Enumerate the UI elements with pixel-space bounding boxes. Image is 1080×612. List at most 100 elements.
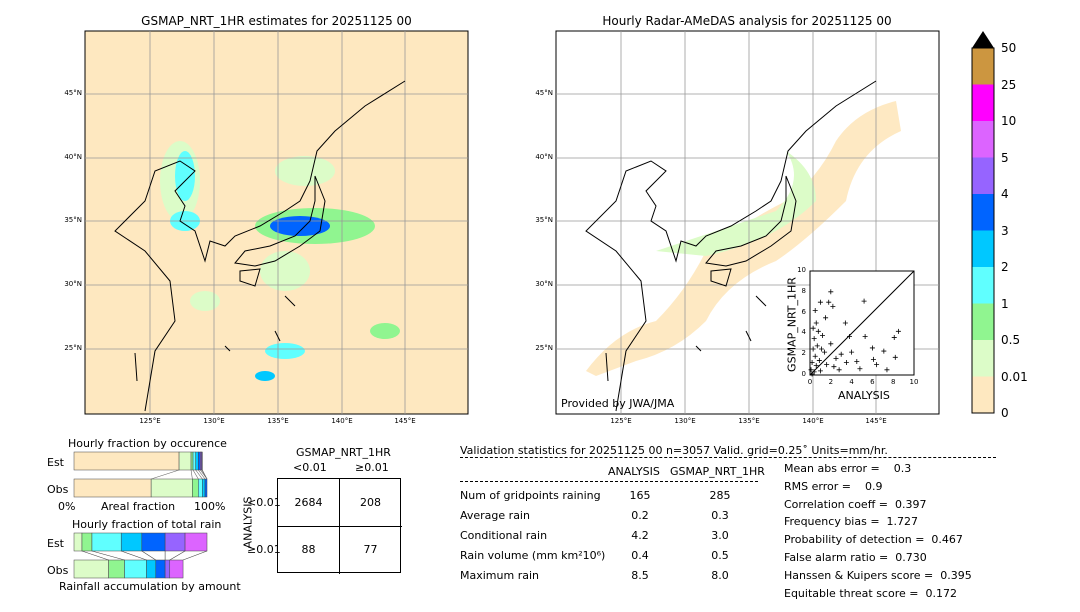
scatter-point: [826, 299, 832, 305]
lat-tick: 40°N: [535, 153, 553, 161]
scatter-point: [828, 289, 834, 295]
lat-tick: 35°N: [64, 216, 82, 224]
lat-tick: 30°N: [64, 280, 82, 288]
rain-est-label: Est: [47, 537, 64, 550]
scatter-point: [811, 336, 817, 342]
rain-est-segment: [184, 532, 208, 552]
stats-row-analysis: 0.4: [631, 549, 649, 562]
stats-row-gsmap: 0.3: [711, 509, 729, 522]
coastline: [585, 80, 877, 412]
colorbar-label: 0.5: [1001, 333, 1021, 347]
stats-row-analysis: 165: [629, 489, 651, 502]
left-map: [84, 30, 469, 415]
stats-divider: [460, 457, 996, 458]
scatter-point: [817, 299, 823, 305]
colorbar-label: 50: [1001, 41, 1017, 55]
scatter-xtick: 6: [870, 378, 875, 386]
lon-tick: 140°E: [331, 417, 353, 425]
scatter-point: [881, 348, 887, 354]
rain-blob: [255, 371, 275, 381]
rain-area-light: [656, 151, 816, 256]
cell-0-0: 2684: [294, 496, 323, 509]
colorbar-label: 25: [1001, 77, 1017, 92]
lon-tick: 130°E: [674, 417, 696, 425]
score-line: Equitable threat score = 0.172: [784, 586, 957, 600]
coastline: [114, 80, 406, 412]
scatter-point: [895, 328, 901, 334]
colorbar-label: 1: [1001, 296, 1009, 311]
lat-tick: 40°N: [64, 153, 82, 161]
left-map-title: GSMAP_NRT_1HR estimates for 20251125 00: [141, 14, 412, 28]
scatter-point: [891, 335, 897, 341]
score-line: False alarm ratio = 0.730: [784, 551, 927, 564]
scatter-ytick: 2: [801, 349, 806, 358]
lat-tick: 35°N: [535, 216, 553, 224]
scatter-xtick: 4: [849, 378, 854, 386]
rain-est-segment: [91, 532, 122, 552]
table-title: GSMAP_NRT_1HR: [296, 446, 391, 459]
stats-row-label: Average rain: [460, 509, 530, 522]
rain-connector: [169, 550, 186, 561]
scatter-ytick: 0: [801, 370, 806, 378]
rain-blob: [265, 343, 305, 359]
colorbar-segment-3: [972, 267, 994, 304]
scatter-point: [861, 298, 867, 304]
table-row-1: ≥0.01: [247, 543, 281, 556]
occ-est-segment: [201, 451, 203, 471]
scatter-point: [809, 360, 815, 366]
occurrence-title: Hourly fraction by occurence: [68, 437, 227, 450]
scatter-ytick: 8: [801, 286, 806, 295]
scatter-point: [817, 368, 823, 374]
scatter-point: [810, 346, 816, 352]
scatter-point: [857, 366, 863, 372]
scatter-point: [812, 353, 818, 359]
colorbar-extend-triangle: [972, 31, 994, 48]
occ-est-segment: [198, 451, 201, 471]
occ-obs-segment: [192, 478, 199, 498]
stats-row-analysis: 4.2: [631, 529, 649, 542]
score-line: Mean abs error = 0.3: [784, 462, 912, 475]
occ-xlabel: Areal fraction: [101, 500, 176, 513]
colorbar-segment-8: [972, 84, 994, 121]
lon-tick: 135°E: [267, 417, 289, 425]
score-line: Frequency bias = 1.727: [784, 515, 919, 529]
stats-col-divider: [460, 481, 758, 482]
occ-obs-segment: [150, 478, 193, 498]
scatter-point: [842, 320, 848, 326]
occ-xtick-0: 0%: [58, 500, 76, 513]
occ-connector: [151, 469, 180, 480]
table-col-1: ≥0.01: [355, 461, 389, 474]
scatter-point: [847, 334, 853, 340]
scatter-point: [824, 362, 830, 368]
rain-connector: [81, 550, 109, 561]
stats-row-label: Num of gridpoints raining: [460, 489, 601, 502]
lon-tick: 145°E: [865, 417, 887, 425]
colorbar-segment-9: [972, 48, 994, 85]
scatter-point: [808, 367, 814, 373]
scatter-point: [819, 332, 825, 338]
scatter-point: [823, 315, 829, 321]
stats-row-gsmap: 0.5: [711, 549, 729, 562]
scatter-point: [811, 369, 817, 375]
colorbar-label: 5: [1001, 150, 1009, 165]
table-row-0: <0.01: [247, 496, 281, 509]
occ-obs-segment: [202, 478, 206, 498]
scatter-point: [869, 345, 875, 351]
colorbar-label: 0.01: [1001, 369, 1028, 384]
contingency-table: 2684 208 88 77: [277, 478, 402, 574]
scatter-point: [838, 351, 844, 357]
scatter-point: [815, 328, 821, 334]
occ-connector: [192, 469, 199, 480]
rain-blob: [275, 156, 335, 186]
cell-1-1: 77: [363, 543, 378, 556]
rain-obs-segment: [124, 559, 147, 579]
stats-row-gsmap: 3.0: [711, 529, 729, 542]
occ-obs-segment: [73, 478, 152, 498]
colorbar-label: 3: [1001, 223, 1009, 238]
occ-connector: [195, 469, 203, 480]
score-line: RMS error = 0.9: [784, 479, 883, 493]
lon-tick: 135°E: [738, 417, 760, 425]
scatter-point: [813, 320, 819, 326]
occ-est-label: Est: [47, 456, 64, 469]
